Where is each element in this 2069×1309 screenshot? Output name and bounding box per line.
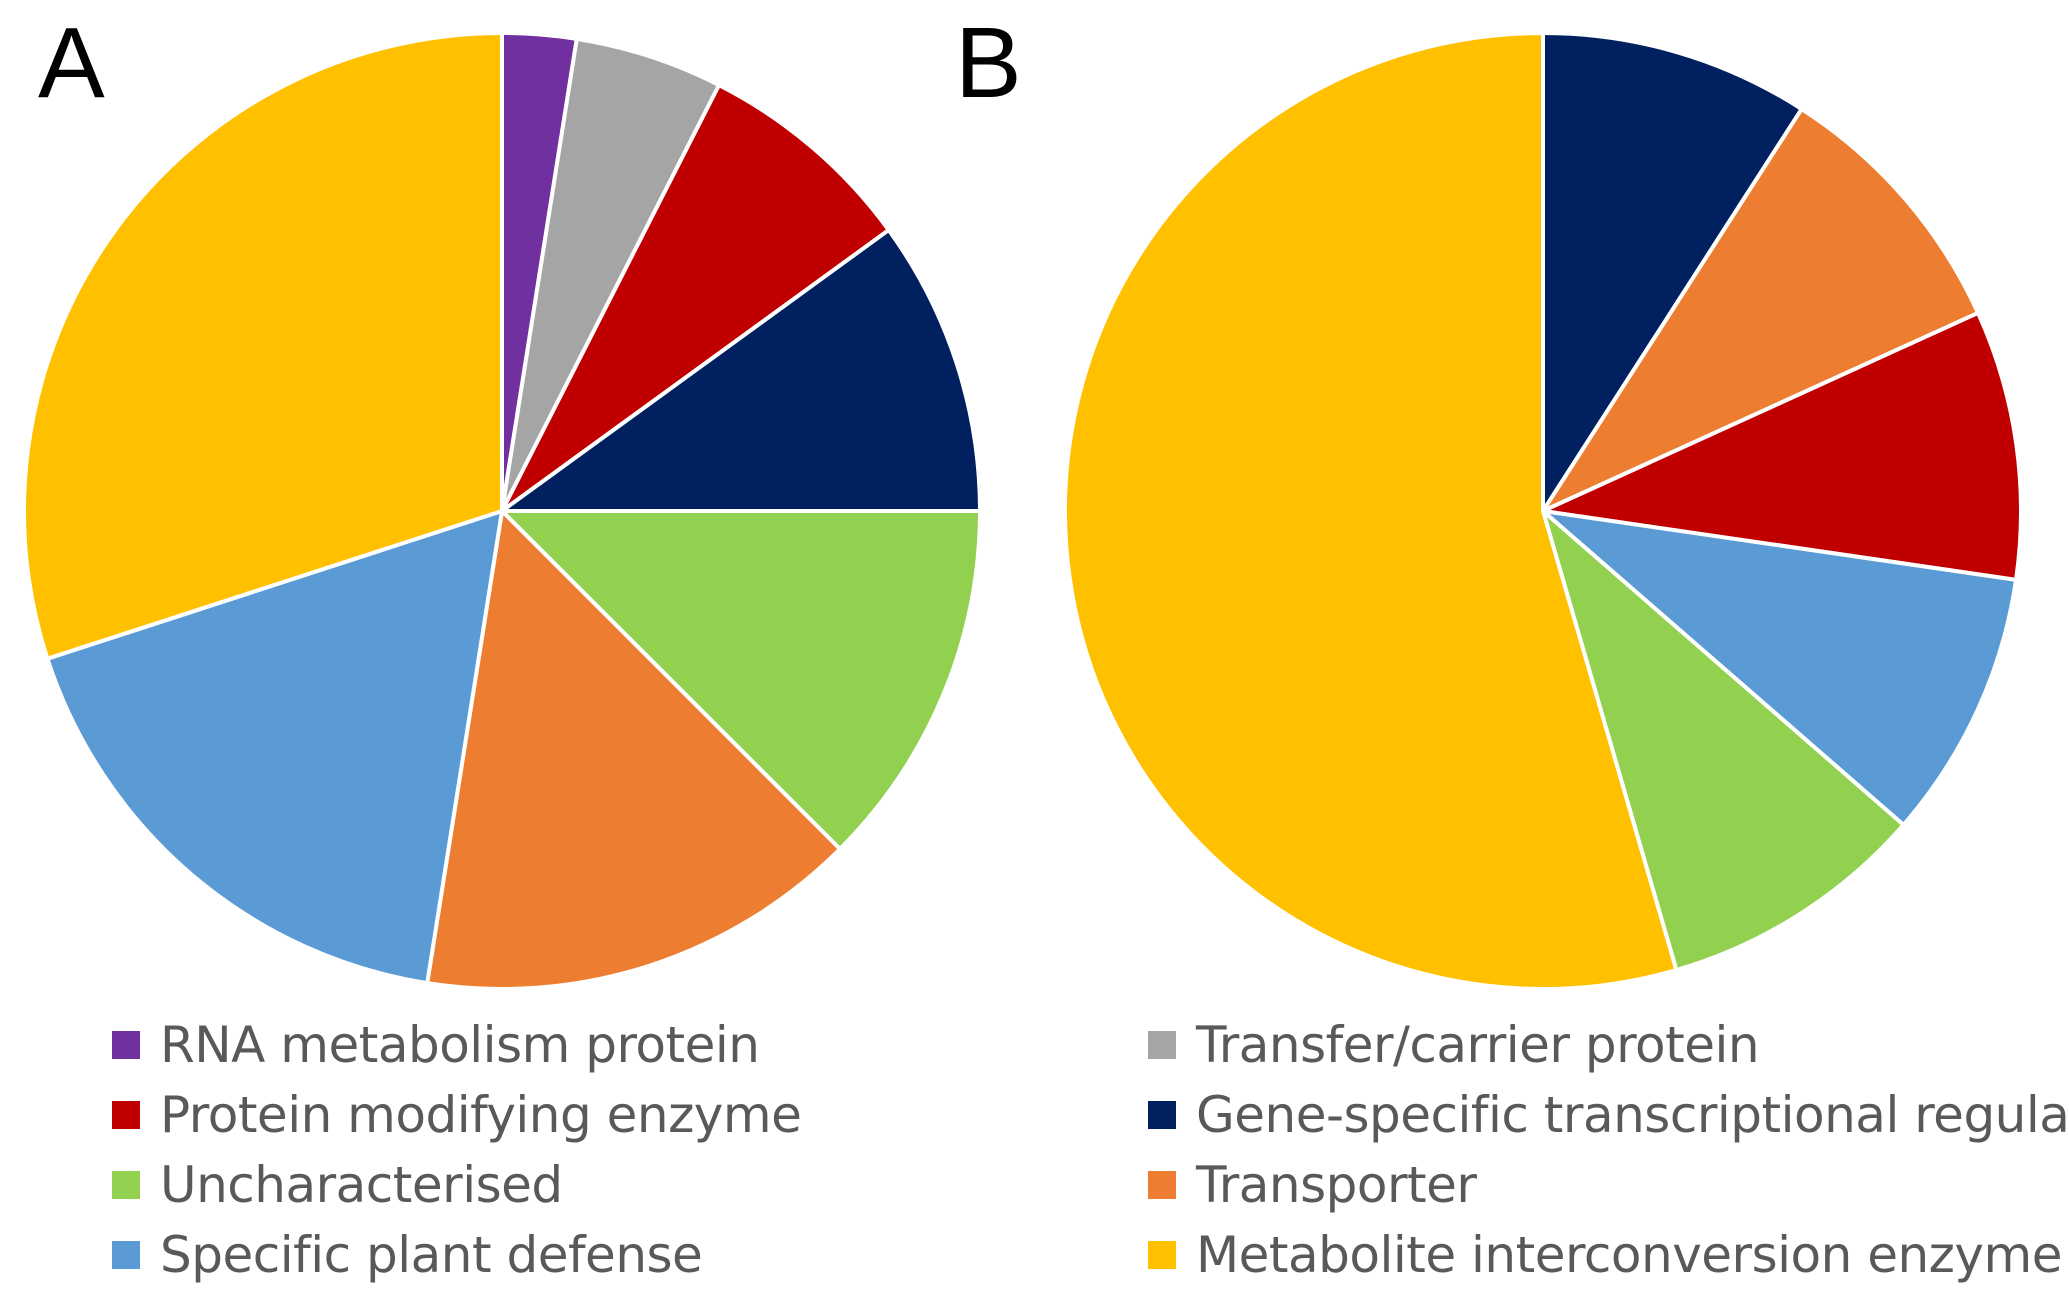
legend-right: Transfer/carrier protein Gene-specific t…	[1148, 1010, 2069, 1290]
legend-entry: Specific plant defense	[112, 1220, 801, 1290]
legend-label: Metabolite interconversion enzyme	[1196, 1226, 2062, 1284]
pie-a-slice-specific-plant-defense	[45, 509, 504, 986]
legend-entry: Protein modifying enzyme	[112, 1080, 802, 1150]
pie-a-slice-transporter	[425, 509, 842, 991]
pie-b-slice-protein-modifying-enzyme	[1541, 310, 2024, 582]
pie-chart-a	[22, 31, 982, 991]
pie-b-slice-specific-plant-defense	[1541, 509, 2019, 827]
pie-a-slice-uncharacterised	[500, 509, 982, 851]
legend-left: RNA metabolism protein Protein modifying…	[112, 1010, 802, 1290]
legend-swatch	[112, 1171, 140, 1199]
legend-swatch	[1148, 1171, 1176, 1199]
legend-swatch	[112, 1101, 140, 1129]
legend-label: Protein modifying enzyme	[160, 1086, 802, 1144]
pie-b-slice-uncharacterised	[1541, 509, 1906, 973]
legend-swatch	[112, 1031, 140, 1059]
legend-label: Specific plant defense	[160, 1226, 703, 1284]
legend-swatch	[1148, 1101, 1176, 1129]
legend-label: Transfer/carrier protein	[1196, 1016, 1760, 1074]
legend-entry: Transfer/carrier protein	[1148, 1010, 2069, 1080]
legend-label: Gene-specific transcriptional regulator	[1196, 1086, 2069, 1144]
legend-swatch	[1148, 1241, 1176, 1269]
pie-a-slice-transfer-carrier-protein	[500, 36, 722, 513]
legend-entry: Uncharacterised	[112, 1150, 801, 1220]
legend-swatch	[1148, 1031, 1176, 1059]
legend-entry: Metabolite interconversion enzyme	[1148, 1220, 2069, 1290]
panel-label-a: A	[38, 7, 105, 119]
pie-a-slice-metabolite-interconversion-enzyme	[22, 31, 504, 661]
legend-label: RNA metabolism protein	[160, 1016, 760, 1074]
legend-label: Transporter	[1196, 1156, 1477, 1214]
pie-a-slice-gene-specific-transcriptional-regulator	[500, 228, 982, 513]
panel-label-b: B	[955, 7, 1022, 119]
legend-entry: Transporter	[1148, 1150, 2069, 1220]
pie-b-slice-metabolite-interconversion-enzyme	[1063, 31, 1679, 991]
pie-a-slice-protein-modifying-enzyme	[500, 83, 891, 513]
legend-entry: Gene-specific transcriptional regulator	[1148, 1080, 2069, 1150]
pie-chart-b	[1063, 31, 2024, 991]
legend-swatch	[112, 1241, 140, 1269]
pie-b-slice-gene-specific-transcriptional-regulator	[1541, 31, 1804, 513]
legend-label: Uncharacterised	[160, 1156, 563, 1214]
legend-entry: RNA metabolism protein	[112, 1010, 801, 1080]
pie-b-slice-transporter	[1541, 107, 1981, 513]
